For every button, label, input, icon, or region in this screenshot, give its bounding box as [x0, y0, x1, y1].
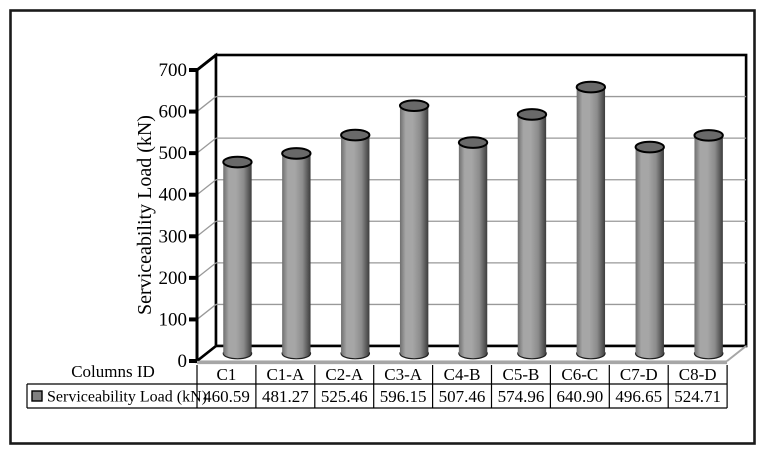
cylinder-bar-C5-B	[516, 108, 548, 360]
y-tick-label-700: 700	[159, 60, 188, 81]
y-tick-label-0: 0	[178, 351, 188, 372]
y-tick-300	[189, 234, 197, 239]
value-cell-C5-B: 574.96	[498, 387, 545, 406]
category-cell-C4-B: C4-B	[444, 365, 481, 384]
category-cell-C5-B: C5-B	[503, 365, 540, 384]
gridline-600	[196, 95, 747, 113]
y-tick-100	[189, 317, 197, 322]
floor-right-edge	[726, 345, 747, 362]
category-cell-C1: C1	[217, 365, 237, 384]
y-tick-label-500: 500	[159, 143, 188, 164]
category-cell-C6-C: C6-C	[561, 365, 598, 384]
y-tick-label-400: 400	[159, 185, 188, 206]
category-cell-C2-A: C2-A	[325, 365, 364, 384]
y-tick-500	[189, 151, 197, 156]
columns-id-label: Columns ID	[71, 362, 155, 381]
cylinder-bar-C7-D	[634, 140, 665, 360]
cylinder-bar-C6-C	[575, 80, 607, 360]
y-axis-title: Serviceability Load (kN)	[134, 115, 156, 315]
y-tick-label-100: 100	[159, 309, 188, 330]
cylinder-bar-C4-B	[457, 136, 489, 360]
data-table: Columns ID C1 C1-A C2-A C3-A C4-B C5-B C6-C C7-D…	[26, 362, 728, 409]
axis-top-edge	[196, 53, 217, 72]
y-tick-label-200: 200	[159, 268, 188, 289]
category-cell-C1-A: C1-A	[266, 365, 305, 384]
value-cell-C8-D: 524.71	[674, 387, 721, 406]
cylinder-bar-C1-A	[281, 147, 312, 360]
cylinder-bar-C2-A	[340, 128, 371, 360]
cylinder-bar-C3-A	[398, 99, 430, 360]
value-cell-C6-C: 640.90	[556, 387, 603, 406]
y-tick-0	[189, 359, 197, 363]
category-cell-C8-D: C8-D	[679, 365, 717, 384]
y-tick-400	[189, 192, 197, 197]
side-wall	[195, 52, 218, 364]
cylinder-bar-C8-D	[693, 129, 724, 360]
y-tick-label-300: 300	[159, 226, 188, 247]
value-cell-C1: 460.59	[203, 387, 250, 406]
value-cell-C4-B: 507.46	[439, 387, 486, 406]
legend-series-label: Serviceability Load (kN)	[47, 389, 207, 406]
y-tick-label-600: 600	[159, 102, 188, 123]
value-cell-C3-A: 596.15	[380, 387, 427, 406]
value-cell-C1-A: 481.27	[262, 387, 309, 406]
y-tick-600	[189, 109, 197, 114]
axis-bottom-edge	[196, 344, 217, 363]
category-cell-C3-A: C3-A	[384, 365, 423, 384]
y-tick-200	[189, 275, 197, 280]
value-cell-C7-D: 496.65	[615, 387, 662, 406]
value-cell-C2-A: 525.46	[321, 387, 368, 406]
legend-marker-icon	[31, 390, 43, 402]
y-tick-700	[189, 68, 197, 72]
category-cell-C7-D: C7-D	[620, 365, 658, 384]
cylinder-bar-C1	[222, 155, 253, 360]
